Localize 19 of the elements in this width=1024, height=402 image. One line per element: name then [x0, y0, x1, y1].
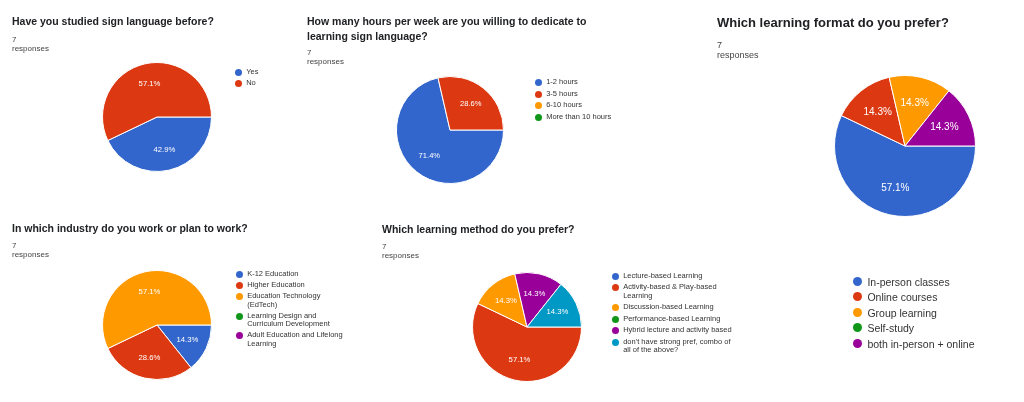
legend-label: In-person classes: [867, 276, 950, 289]
legend-label: Group learning: [867, 306, 937, 320]
text: 7 responses: [12, 241, 49, 259]
chart-title: Which learning method do you prefer?: [382, 222, 576, 237]
legend-label: Self-study: [867, 322, 915, 335]
chart-title: In which industry do you work or plan to work?: [12, 221, 249, 236]
data-label: 14.3%: [930, 120, 959, 132]
text: 7 responses: [307, 48, 344, 66]
text: 7 responses: [382, 242, 419, 260]
data-label: 14.3%: [863, 105, 892, 117]
text: 7 responses: [717, 40, 759, 60]
chart-title: Have you studied sign language before?: [12, 14, 215, 29]
data-label: 14.3%: [900, 97, 929, 109]
chart-title: How many hours per week are you willing to dedicate to learning sign language?: [307, 14, 588, 45]
legend-label: both in-person + online: [867, 337, 975, 350]
data-label: 57.1%: [881, 182, 910, 194]
text: 7 responses: [12, 35, 49, 53]
legend-label: Online courses: [867, 291, 938, 304]
chart-title: Which learning format do you prefer?: [717, 14, 950, 32]
